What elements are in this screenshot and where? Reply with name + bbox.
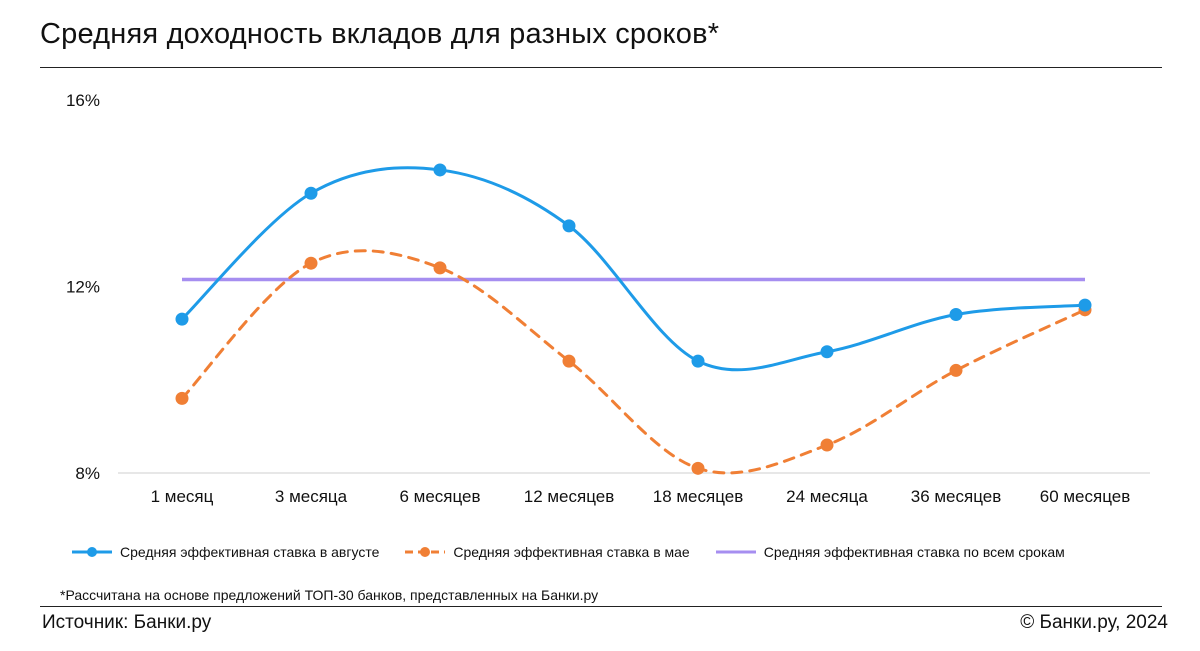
data-point bbox=[820, 345, 834, 359]
data-point bbox=[691, 354, 705, 368]
legend-label-may: Средняя эффективная ставка в мае bbox=[453, 544, 690, 560]
chart-legend: Средняя эффективная ставка в августе Сре… bbox=[72, 544, 1091, 560]
data-point bbox=[1078, 298, 1092, 312]
data-point bbox=[949, 307, 963, 321]
series-august bbox=[175, 163, 1092, 372]
data-point bbox=[949, 363, 963, 377]
legend-item-may: Средняя эффективная ставка в мае bbox=[405, 544, 690, 560]
y-tick-label: 12% bbox=[66, 278, 100, 297]
data-point bbox=[562, 354, 576, 368]
legend-item-august: Средняя эффективная ставка в августе bbox=[72, 544, 379, 560]
x-tick-label: 12 месяцев bbox=[524, 487, 615, 506]
data-point bbox=[175, 391, 189, 405]
series-may bbox=[175, 249, 1092, 475]
y-tick-label: 8% bbox=[75, 464, 100, 483]
x-tick-label: 60 месяцев bbox=[1040, 487, 1131, 506]
legend-swatch-all-terms bbox=[715, 550, 756, 554]
x-tick-label: 1 месяц bbox=[151, 487, 214, 506]
y-tick-label: 16% bbox=[66, 91, 100, 110]
legend-label-all-terms: Средняя эффективная ставка по всем срока… bbox=[763, 544, 1065, 560]
x-tick-label: 3 месяца bbox=[275, 487, 348, 506]
data-point bbox=[433, 163, 447, 177]
data-point bbox=[820, 438, 834, 452]
data-point bbox=[691, 461, 705, 475]
x-tick-label: 6 месяцев bbox=[399, 487, 480, 506]
x-tick-label: 24 месяца bbox=[786, 487, 868, 506]
x-tick-label: 18 месяцев bbox=[653, 487, 744, 506]
data-point bbox=[433, 261, 447, 275]
copyright-label: © Банки.ру, 2024 bbox=[1020, 612, 1168, 633]
x-tick-label: 36 месяцев bbox=[911, 487, 1002, 506]
source-label: Источник: Банки.ру bbox=[42, 612, 212, 633]
line-chart: 8% 12% 16% 1 месяц 3 месяца 6 месяцев 12 меся… bbox=[66, 91, 1150, 506]
x-axis: 1 месяц 3 месяца 6 месяцев 12 месяцев 18 мес… bbox=[151, 487, 1131, 506]
chart-title: Средняя доходность вкладов для разных ср… bbox=[40, 18, 720, 50]
series-line bbox=[180, 166, 1087, 372]
legend-swatch-may bbox=[405, 547, 446, 557]
bottom-divider bbox=[40, 606, 1162, 607]
data-point bbox=[304, 256, 318, 270]
footnote: *Рассчитана на основе предложений ТОП-30… bbox=[60, 587, 599, 603]
series-line bbox=[180, 249, 1087, 475]
data-point bbox=[175, 312, 189, 326]
data-point bbox=[562, 219, 576, 233]
series-layer bbox=[175, 163, 1092, 475]
legend-item-all-terms: Средняя эффективная ставка по всем срока… bbox=[715, 544, 1065, 560]
data-point bbox=[304, 186, 318, 200]
y-axis: 8% 12% 16% bbox=[66, 91, 100, 483]
legend-label-august: Средняя эффективная ставка в августе bbox=[120, 544, 380, 560]
top-divider bbox=[40, 67, 1162, 68]
legend-swatch-august bbox=[72, 547, 112, 557]
